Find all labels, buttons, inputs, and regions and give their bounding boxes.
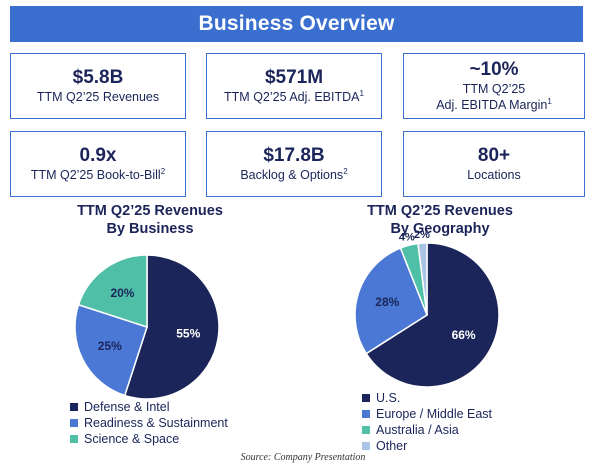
data-label: 20% [110,286,134,300]
legend-label: Australia / Asia [376,423,459,437]
legend-swatch [362,410,370,418]
pie-slice-science-space [77,255,148,329]
kpi-value: 0.9x [79,144,117,166]
legend-label: Europe / Middle East [376,407,493,421]
legend-swatch [70,403,78,411]
data-label: 66% [452,328,476,342]
data-label: 55% [176,327,200,341]
kpi-value: $5.8B [72,67,124,89]
legend-swatch [362,442,370,450]
header-banner: Business Overview [10,6,583,42]
kpi-label: Backlog & Options2 [240,167,348,183]
geography-chart-title: TTM Q2’25 Revenues By Geography [367,203,513,238]
kpi-label-line2: Adj. EBITDA Margin1 [436,97,552,113]
kpi-value: 80+ [477,145,511,167]
legend-item: Readiness & Sustainment [70,415,228,431]
legend-label: Other [376,439,408,453]
geography-legend: U.S. Europe / Middle East Australia / Asia… [362,390,492,454]
kpi-label: Locations [467,168,521,183]
legend-label: U.S. [376,391,401,405]
legend-swatch [70,435,78,443]
kpi-backlog: $17.8B Backlog & Options2 [206,131,382,197]
kpi-value: $17.8B [263,144,325,166]
business-legend: Defense & Intel Readiness & Sustainment Sc… [70,399,228,447]
legend-item: Europe / Middle East [362,406,492,422]
legend-item: Defense & Intel [70,399,228,415]
kpi-value: $571M [264,66,324,88]
legend-item: U.S. [362,390,492,406]
legend-item: Science & Space [70,431,228,447]
data-label: 2% [414,229,430,241]
source-note: Source: Company Presentation [240,452,366,463]
data-label: 25% [98,339,122,353]
kpi-book-to-bill: 0.9x TTM Q2’25 Book-to-Bill2 [10,131,186,197]
pie-slice-u-s [365,242,500,388]
kpi-value: ~10% [469,58,519,80]
kpi-revenues: $5.8B TTM Q2’25 Revenues [10,53,186,119]
data-label: 4% [399,232,415,244]
legend-swatch [362,426,370,434]
legend-swatch [362,394,370,402]
pie-slice-readiness-sustainment [75,303,148,397]
pie-slice-defense-intel [123,255,220,400]
legend-item: Other [362,438,492,454]
kpi-label: TTM Q2’25 [462,81,526,96]
kpi-locations: 80+ Locations [403,131,585,197]
kpi-label: TTM Q2’25 Book-to-Bill2 [30,167,166,183]
pie-slice-europe-middle-east [354,247,428,355]
data-label: 28% [375,295,399,309]
geography-pie-chart: 66% 28% 4% 2% [354,229,500,388]
kpi-label: TTM Q2’25 Revenues [36,90,160,105]
kpi-ebitda-margin: ~10% TTM Q2’25 Adj. EBITDA Margin1 [403,53,585,119]
kpi-label: TTM Q2’25 Adj. EBITDA1 [224,89,364,105]
legend-item: Australia / Asia [362,422,492,438]
business-chart-title: TTM Q2’25 Revenues By Business [77,203,223,238]
pie-slice-other [417,242,428,316]
business-pie-chart: 55% 25% 20% [75,255,220,400]
legend-label: Defense & Intel [84,400,170,414]
legend-label: Science & Space [84,432,180,446]
legend-swatch [70,419,78,427]
page-title: Business Overview [198,12,395,35]
legend-label: Readiness & Sustainment [84,416,228,430]
kpi-adj-ebitda: $571M TTM Q2’25 Adj. EBITDA1 [206,53,382,119]
